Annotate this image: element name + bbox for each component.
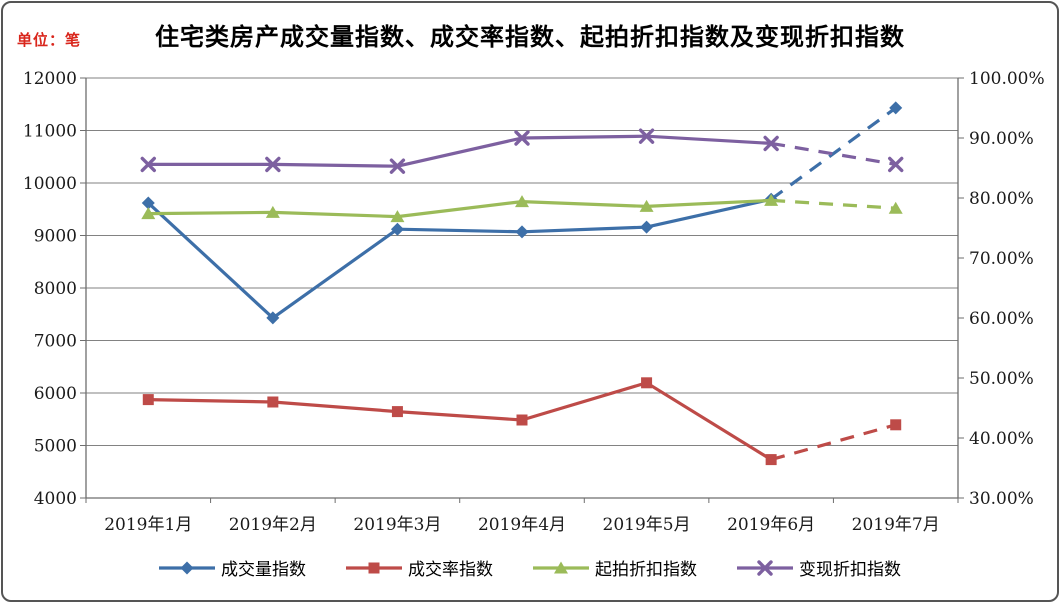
series-变现折扣指数 xyxy=(140,128,904,174)
legend: 成交量指数 成交率指数 起拍折扣指数 变现折扣指数 xyxy=(3,555,1057,580)
line-chart: 12000 11000 10000 9000 8000 7000 6000 5000 4000 1… xyxy=(23,69,1045,535)
data-point-成交量指数-2019年4月 xyxy=(515,225,529,239)
x-marker-icon xyxy=(737,559,793,576)
data-point-成交率指数-2019年3月 xyxy=(391,406,403,418)
legend-item-0: 成交量指数 xyxy=(159,555,306,580)
data-point-变现折扣指数-2019年5月 xyxy=(638,128,655,144)
data-point-变现折扣指数-2019年2月 xyxy=(265,156,281,173)
diamond-marker-icon xyxy=(159,561,215,574)
data-point-成交率指数-2019年1月 xyxy=(142,394,154,406)
data-point-起拍折扣指数-2019年4月 xyxy=(515,195,529,208)
data-point-起拍折扣指数-2019年1月 xyxy=(141,207,156,220)
axis-labels: 12000 11000 10000 9000 8000 7000 6000 5000 4000 1… xyxy=(23,69,1045,535)
right-axis-tick-label: 60.00% xyxy=(969,309,1034,329)
data-point-变现折扣指数-2019年3月 xyxy=(389,158,406,174)
legend-item-label: 起拍折扣指数 xyxy=(595,560,697,580)
legend-item-label: 成交量指数 xyxy=(221,560,306,580)
legend-item-3: 变现折扣指数 xyxy=(737,555,901,580)
left-axis-tick-label: 12000 xyxy=(23,69,77,89)
data-point-变现折扣指数-2019年6月 xyxy=(763,135,779,152)
legend-item-2: 起拍折扣指数 xyxy=(533,555,697,580)
x-axis-tick-label: 2019年3月 xyxy=(353,515,441,535)
data-point-起拍折扣指数-2019年6月 xyxy=(764,193,779,206)
right-axis-tick-label: 40.00% xyxy=(969,429,1034,449)
triangle-marker-icon xyxy=(533,561,589,573)
left-axis-tick-label: 9000 xyxy=(34,227,77,247)
x-axis-tick-label: 2019年2月 xyxy=(229,515,317,535)
series-成交量指数 xyxy=(141,101,903,325)
data-point-成交量指数-2019年2月 xyxy=(266,311,280,325)
data-point-起拍折扣指数-2019年3月 xyxy=(390,210,405,223)
data-point-成交量指数-2019年5月 xyxy=(640,220,654,234)
right-axis-tick-label: 80.00% xyxy=(969,189,1034,209)
left-axis-tick-label: 7000 xyxy=(34,332,77,352)
legend-item-label: 成交率指数 xyxy=(408,560,493,580)
left-axis-tick-label: 5000 xyxy=(34,437,77,457)
data-point-成交率指数-2019年4月 xyxy=(516,414,528,426)
right-axis-tick-label: 50.00% xyxy=(969,369,1034,389)
x-axis-tick-label: 2019年5月 xyxy=(603,515,691,535)
right-axis-tick-label: 100.00% xyxy=(969,69,1045,89)
x-axis-tick-label: 2019年6月 xyxy=(727,515,815,535)
right-axis-tick-label: 90.00% xyxy=(969,129,1034,149)
gridlines xyxy=(86,77,958,499)
data-point-成交率指数-2019年2月 xyxy=(267,396,279,408)
series-起拍折扣指数 xyxy=(141,193,903,223)
left-axis-tick-label: 11000 xyxy=(23,122,77,142)
right-axis-tick-label: 30.00% xyxy=(969,489,1034,509)
x-axis-tick-label: 2019年7月 xyxy=(852,515,940,535)
right-axis-tick-label: 70.00% xyxy=(969,249,1034,269)
left-axis-tick-label: 10000 xyxy=(23,174,77,194)
data-point-变现折扣指数-2019年1月 xyxy=(140,156,156,173)
data-point-成交率指数-2019年7月 xyxy=(890,419,902,431)
data-point-起拍折扣指数-2019年5月 xyxy=(639,199,654,212)
axis-ticks xyxy=(80,77,964,503)
data-point-变现折扣指数-2019年4月 xyxy=(514,130,530,146)
x-axis-tick-label: 2019年1月 xyxy=(104,515,192,535)
series-成交率指数 xyxy=(142,377,902,466)
chart-title: 住宅类房产成交量指数、成交率指数、起拍折扣指数及变现折扣指数 xyxy=(155,22,905,51)
square-marker-icon xyxy=(346,562,402,573)
data-point-成交率指数-2019年5月 xyxy=(641,377,653,389)
x-axis-tick-label: 2019年4月 xyxy=(478,515,566,535)
data-point-成交量指数-2019年1月 xyxy=(141,196,155,210)
unit-label: 单位：笔 xyxy=(17,31,82,49)
data-point-起拍折扣指数-2019年7月 xyxy=(888,201,903,214)
legend-item-1: 成交率指数 xyxy=(346,555,493,580)
data-point-起拍折扣指数-2019年2月 xyxy=(265,205,280,218)
data-point-成交率指数-2019年6月 xyxy=(765,454,777,466)
legend-item-label: 变现折扣指数 xyxy=(799,560,901,580)
left-axis-tick-label: 8000 xyxy=(34,279,77,299)
left-axis-tick-label: 6000 xyxy=(34,384,77,404)
data-point-成交量指数-2019年3月 xyxy=(390,222,404,236)
data-point-成交量指数-2019年7月 xyxy=(889,101,903,115)
data-point-变现折扣指数-2019年7月 xyxy=(888,156,904,173)
left-axis-tick-label: 4000 xyxy=(34,489,77,509)
